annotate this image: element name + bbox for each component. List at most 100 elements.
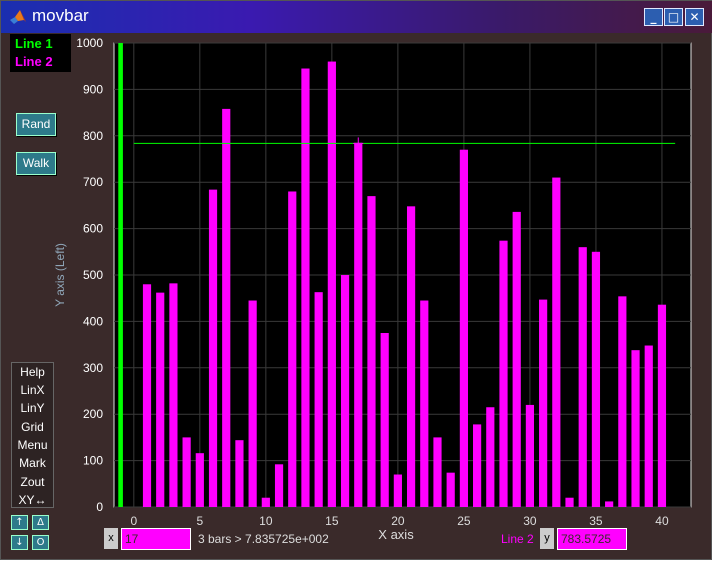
menu-item-zout[interactable]: Zout: [20, 475, 45, 489]
menu-item-xy-swap[interactable]: XY↔: [18, 493, 47, 507]
bar-series-2: [169, 283, 178, 507]
bar-series-2: [552, 177, 561, 507]
matlab-logo-icon: [10, 10, 26, 24]
y-tick-label: 0: [96, 500, 103, 514]
bar-series-2: [182, 437, 191, 507]
overlay: [133, 137, 676, 150]
x-tag: x: [104, 528, 118, 549]
bar-series-2: [406, 206, 416, 507]
bar-series-2: [393, 474, 402, 507]
up-arrow-button[interactable]: ↑: [11, 515, 28, 530]
y-tick-label: 700: [83, 175, 103, 189]
bar-series-2: [539, 299, 548, 507]
maximize-button[interactable]: □: [664, 8, 683, 26]
o-button[interactable]: O: [32, 535, 49, 550]
bar-series-2: [631, 350, 640, 507]
y-tick-label: 1000: [76, 36, 103, 50]
bar-series-2: [512, 211, 521, 507]
bar-series-2: [367, 196, 376, 507]
x-value-field[interactable]: 17: [121, 528, 191, 550]
y-tick-label: 100: [83, 454, 103, 468]
bar-series-2: [208, 189, 218, 507]
x-tick-label: 20: [391, 514, 405, 528]
x-tick-label: 30: [523, 514, 537, 528]
bar-series-2: [354, 142, 363, 507]
bars: [118, 43, 667, 508]
bar-series-2: [222, 108, 231, 507]
x-tick-label: 25: [457, 514, 471, 528]
menu-item-help[interactable]: Help: [20, 365, 45, 379]
x-tick-label: 5: [196, 514, 203, 528]
y-tick-label: 300: [83, 361, 103, 375]
delta-button[interactable]: Δ: [32, 515, 49, 530]
bar-series-2: [235, 440, 244, 507]
legend-line-1[interactable]: Line 1: [15, 36, 53, 51]
bar-series-2: [446, 472, 455, 507]
y-tick-label: 900: [83, 82, 103, 96]
x-tick-label: 15: [325, 514, 339, 528]
bar-series-2: [433, 437, 442, 507]
walk-button[interactable]: Walk: [16, 152, 56, 175]
bar-series-2: [288, 191, 297, 508]
bar-series-2: [314, 292, 323, 507]
y-axis-label: Y axis (Left): [53, 243, 67, 307]
menu-item-mark[interactable]: Mark: [19, 456, 46, 470]
x-tick-label: 40: [655, 514, 669, 528]
y-tick-label: 500: [83, 268, 103, 282]
bar-series-2: [248, 300, 257, 507]
bar-series-2: [156, 292, 165, 507]
bar-series-2: [486, 407, 495, 507]
title-bar: movbar _ □ ✕: [1, 1, 712, 33]
close-button[interactable]: ✕: [685, 8, 704, 26]
y-value-field[interactable]: 783.5725: [557, 528, 627, 550]
grid-lines: [114, 42, 691, 508]
legend-line-2[interactable]: Line 2: [15, 54, 53, 69]
menu-item-grid[interactable]: Grid: [21, 420, 44, 434]
bar-series-2: [644, 345, 653, 507]
y-tick-label: 200: [83, 407, 103, 421]
readout-text: 3 bars > 7.835725e+002: [198, 532, 329, 546]
options-menu: Help LinX LinY Grid Menu Mark Zout XY↔: [11, 362, 54, 508]
minimize-button[interactable]: _: [644, 8, 663, 26]
bar-series-2: [195, 453, 204, 507]
y-tick-label: 400: [83, 314, 103, 328]
x-tick-label: 10: [259, 514, 273, 528]
bar-series-2: [618, 296, 627, 507]
bar-series-2: [327, 61, 336, 508]
menu-item-menu[interactable]: Menu: [17, 438, 48, 452]
bar-series-2: [473, 424, 482, 507]
bar-series-2: [459, 149, 468, 507]
x-tick-labels: 0 5 10 15 20 25 30 35 40: [130, 514, 668, 528]
bar-series-2: [274, 464, 284, 507]
bar-series-2: [525, 404, 535, 507]
menu-item-linx[interactable]: LinX: [20, 383, 45, 397]
rand-button[interactable]: Rand: [16, 113, 56, 136]
bar-series-2: [380, 333, 389, 507]
x-tick-label: 35: [589, 514, 603, 528]
bar-series-2: [657, 304, 667, 507]
down-arrow-button[interactable]: ↓: [11, 535, 28, 550]
bar-series-2: [565, 497, 574, 507]
bar-series-2: [142, 284, 152, 507]
bar-series-2: [591, 251, 601, 507]
y-tag: y: [540, 528, 554, 549]
y-tick-label: 800: [83, 129, 103, 143]
bar-series-2: [261, 497, 270, 507]
bar-series-2: [301, 68, 310, 508]
plot-area: [113, 42, 692, 508]
line-label: Line 2: [501, 532, 534, 546]
legend: Line 1 Line 2: [10, 34, 71, 72]
bar-series-2: [578, 247, 587, 507]
bar-series-2: [499, 240, 508, 507]
x-tick-label: 0: [130, 514, 137, 528]
y-tick-label: 600: [83, 222, 103, 236]
bar-series-1: [118, 43, 123, 507]
bar-series-2: [340, 275, 350, 507]
bar-series-2: [420, 300, 429, 507]
menu-item-liny[interactable]: LinY: [20, 401, 45, 415]
y-tick-labels: 0 100 200 300 400 500 600 700 800 900 1000: [76, 36, 103, 514]
bar-series-2: [605, 501, 614, 507]
x-axis-label: X axis: [378, 527, 414, 542]
